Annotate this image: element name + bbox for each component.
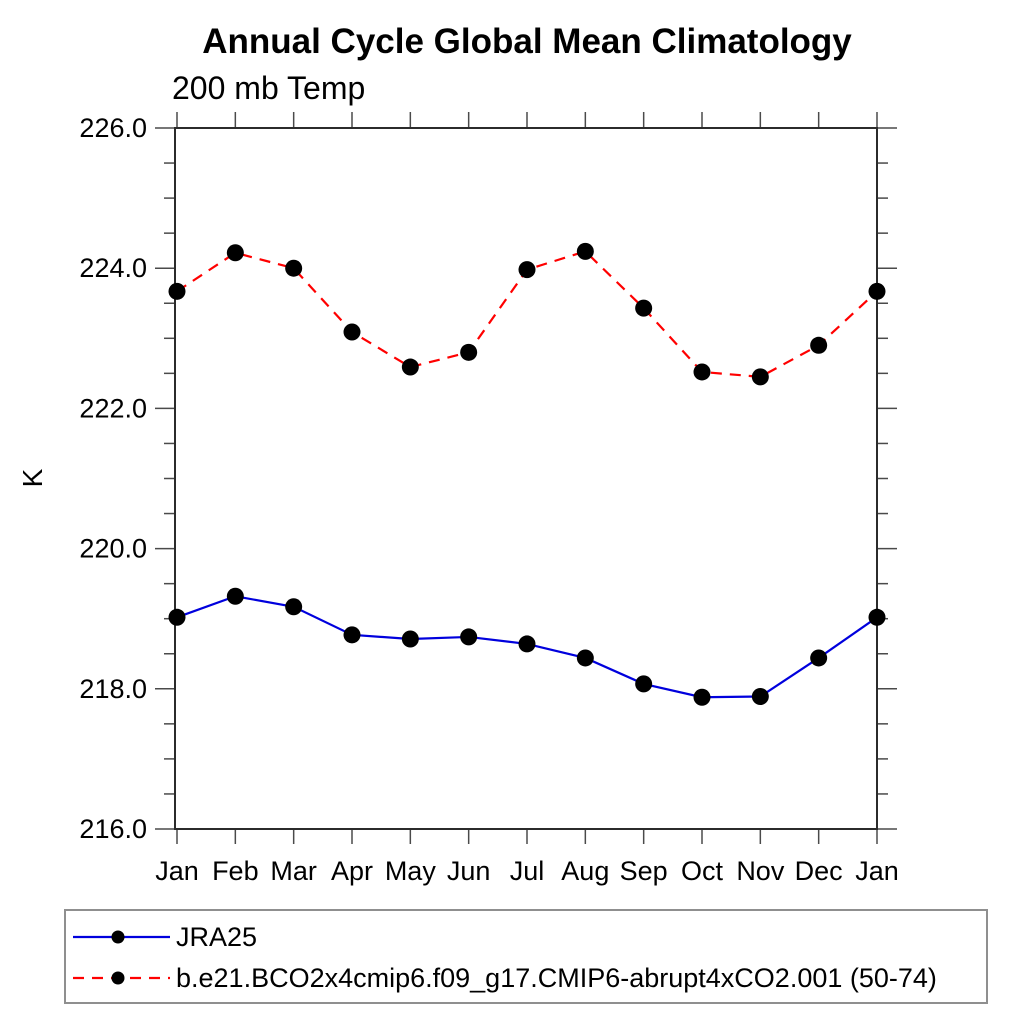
data-point-marker <box>751 688 769 706</box>
data-point-marker <box>576 242 594 260</box>
data-point-marker <box>868 282 886 300</box>
data-point-marker <box>401 630 419 648</box>
x-tick-label: May <box>385 856 437 886</box>
x-tick-label: Jun <box>447 856 491 886</box>
x-tick-label: Feb <box>212 856 259 886</box>
legend-label: b.e21.BCO2x4cmip6.f09_g17.CMIP6-abrupt4x… <box>176 963 937 993</box>
y-tick-label: 216.0 <box>79 814 147 844</box>
data-point-marker <box>285 259 303 277</box>
data-point-marker <box>343 626 361 644</box>
data-point-marker <box>810 336 828 354</box>
x-tick-label: Apr <box>331 856 373 886</box>
data-point-marker <box>751 368 769 386</box>
x-tick-label: Sep <box>620 856 668 886</box>
data-point-marker <box>285 598 303 616</box>
data-point-marker <box>168 282 186 300</box>
y-tick-label: 222.0 <box>79 393 147 423</box>
x-tick-label: Jan <box>855 856 899 886</box>
x-tick-label: Mar <box>270 856 317 886</box>
data-point-marker <box>693 688 711 706</box>
data-point-marker <box>693 363 711 381</box>
data-point-marker <box>635 299 653 317</box>
y-tick-label: 226.0 <box>79 113 147 143</box>
x-tick-label: Jul <box>510 856 545 886</box>
plot-frame <box>174 127 878 830</box>
chart-subtitle: 200 mb Temp <box>172 70 365 106</box>
y-tick-label: 220.0 <box>79 534 147 564</box>
data-point-marker <box>518 635 536 653</box>
data-point-marker <box>460 343 478 361</box>
data-point-marker <box>576 649 594 667</box>
y-tick-labels: 226.0 224.0 222.0 220.0 218.0 216.0 <box>79 113 147 844</box>
x-tick-label: Jan <box>155 856 199 886</box>
data-point-marker <box>343 323 361 341</box>
x-tick-label: Dec <box>795 856 843 886</box>
legend: JRA25 b.e21.BCO2x4cmip6.f09_g17.CMIP6-abr… <box>64 909 988 1004</box>
x-tick-label: Nov <box>736 856 785 886</box>
plot-border <box>174 127 878 830</box>
x-tick-labels: Jan Feb Mar Apr May Jun Jul Aug Sep Oct Nov Dec Jan <box>155 856 899 886</box>
data-point-marker <box>460 628 478 646</box>
data-point-marker <box>810 649 828 667</box>
data-series <box>168 242 886 706</box>
legend-marker <box>111 971 125 985</box>
x-tick-label: Oct <box>681 856 724 886</box>
y-tick-label: 218.0 <box>79 674 147 704</box>
chart-title: Annual Cycle Global Mean Climatology <box>202 22 852 61</box>
y-tick-label: 224.0 <box>79 253 147 283</box>
data-point-marker <box>401 358 419 376</box>
data-point-marker <box>226 587 244 605</box>
data-point-marker <box>868 608 886 626</box>
legend-label: JRA25 <box>176 922 257 952</box>
data-point-marker <box>168 608 186 626</box>
x-tick-label: Aug <box>561 856 609 886</box>
data-point-marker <box>518 261 536 279</box>
data-point-marker <box>226 244 244 262</box>
y-axis-label: K <box>17 468 48 487</box>
legend-box <box>64 909 988 1004</box>
data-point-marker <box>635 675 653 693</box>
legend-marker <box>111 930 125 944</box>
axis-ticks <box>155 112 897 844</box>
